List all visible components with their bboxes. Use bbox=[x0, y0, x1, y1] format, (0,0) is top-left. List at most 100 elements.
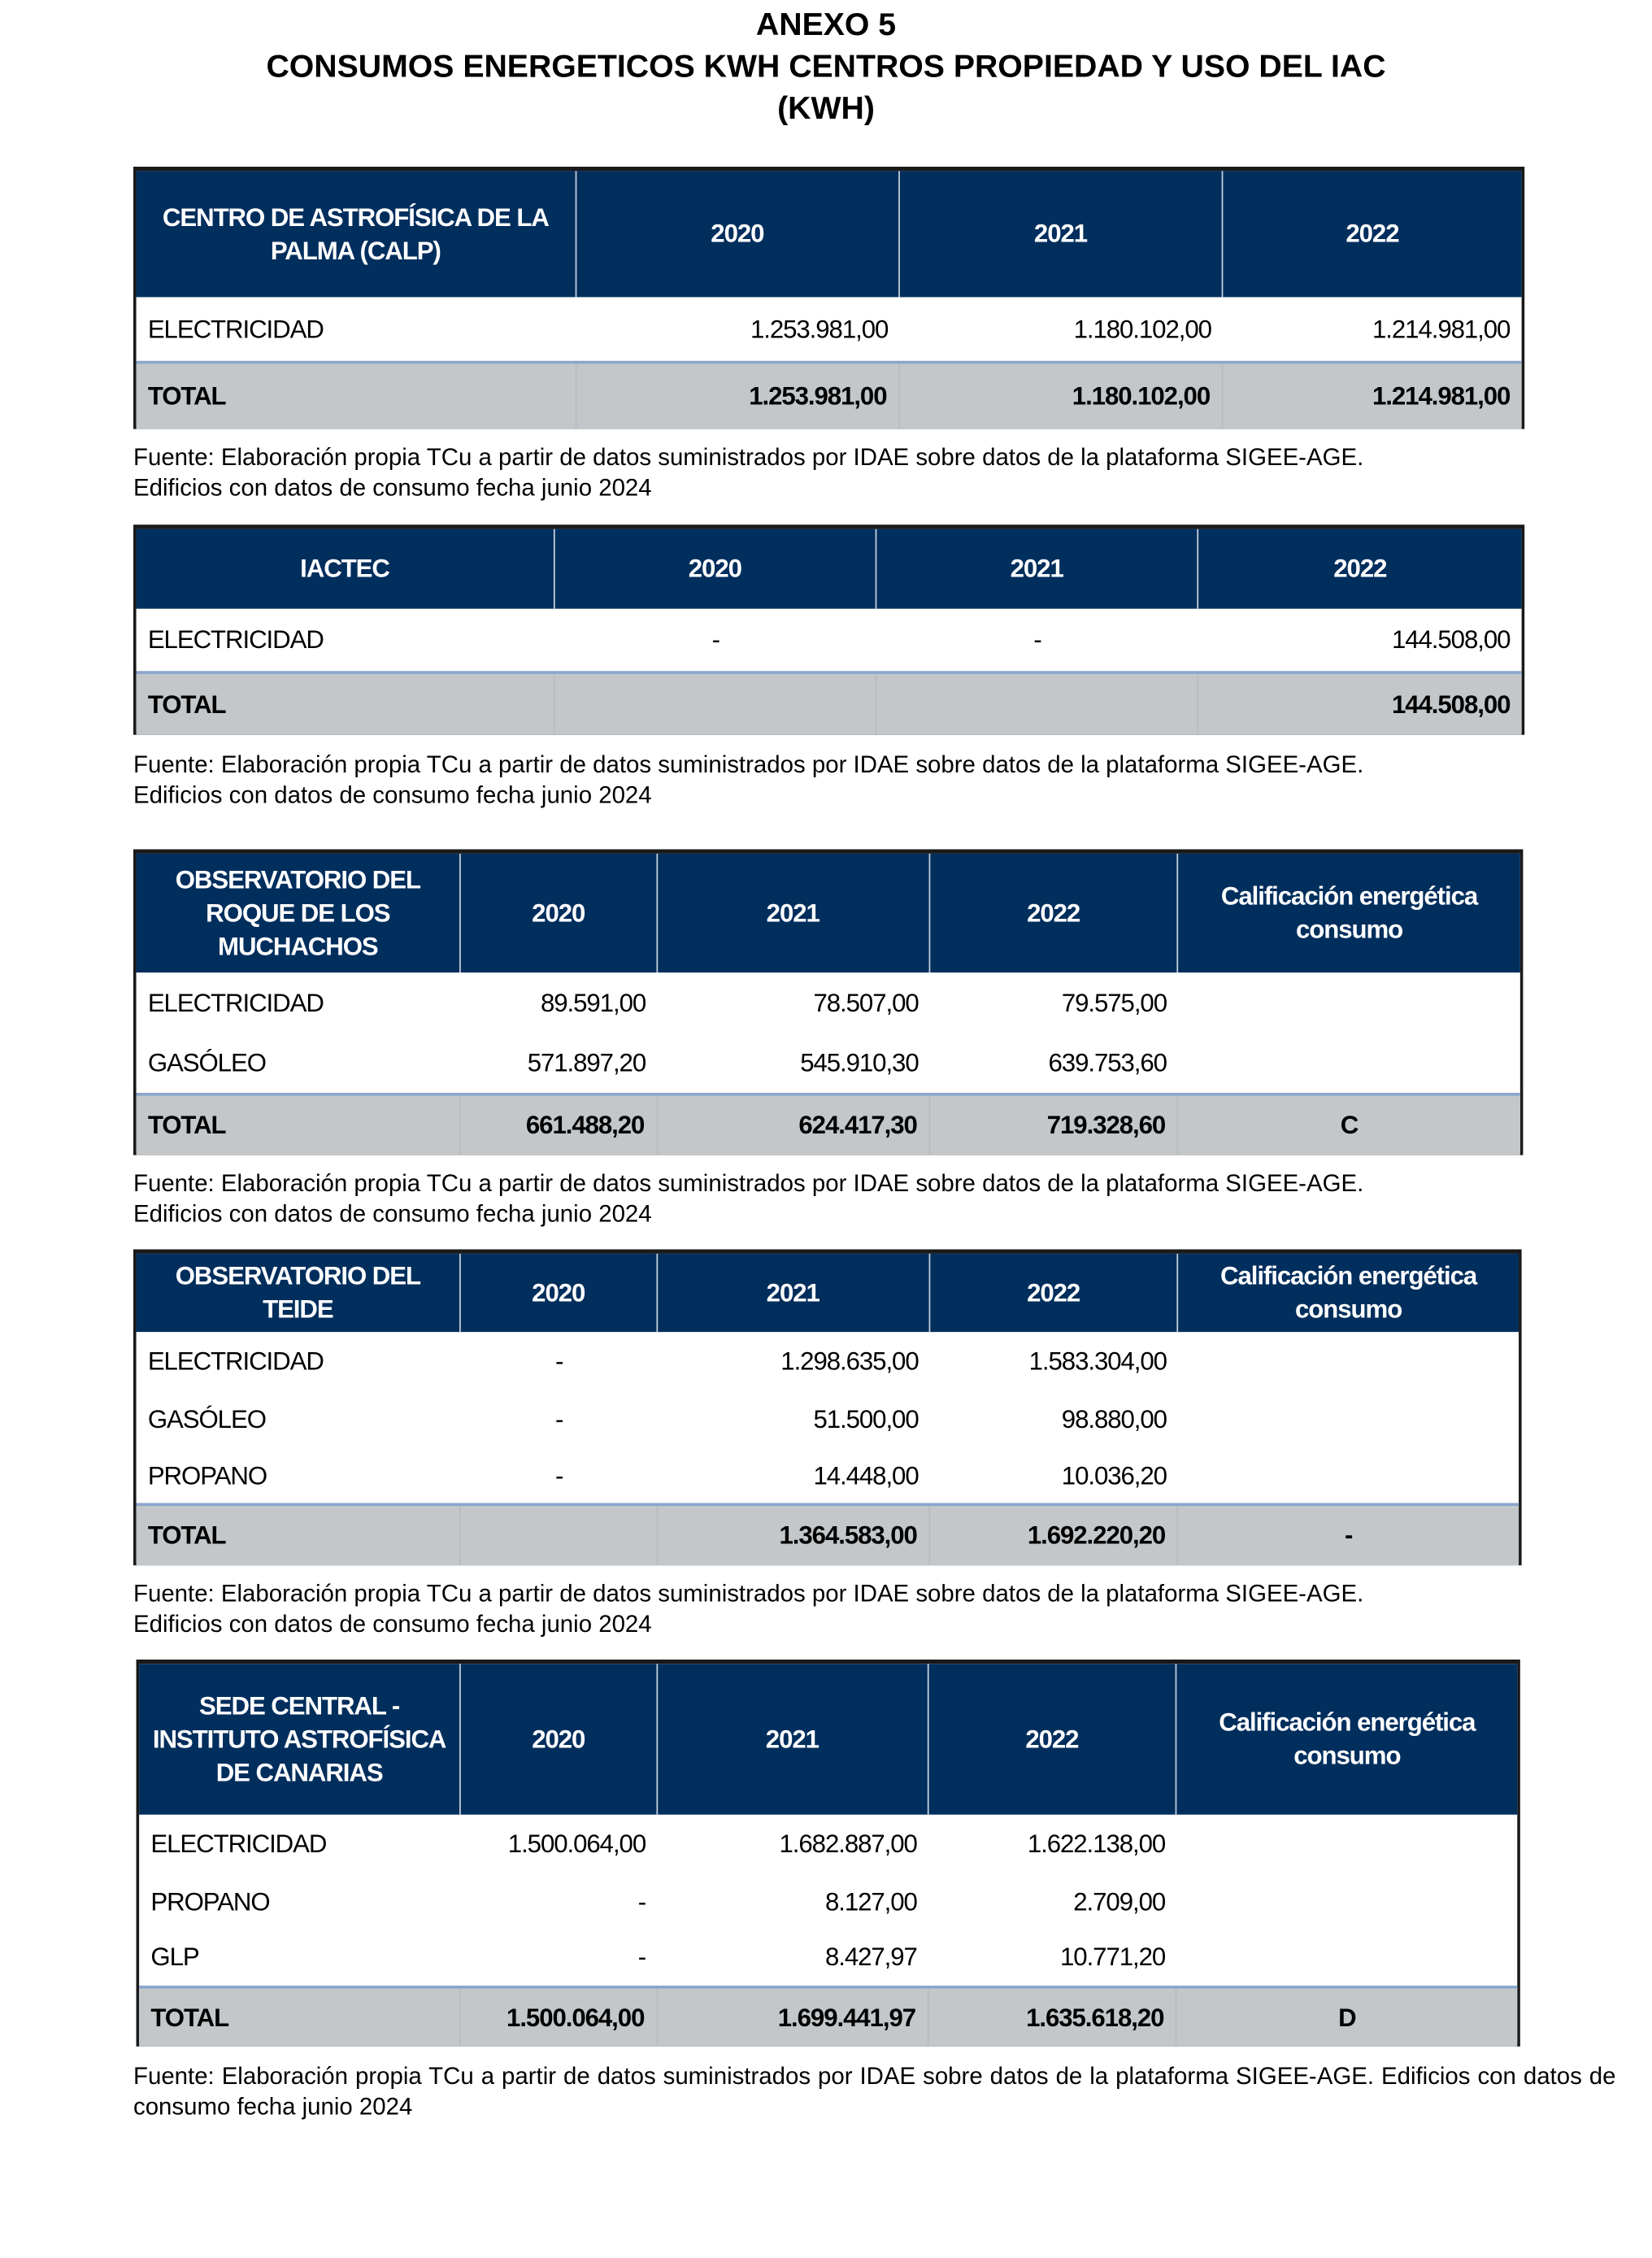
column-header: 2021 bbox=[657, 853, 930, 973]
source-note: Fuente: Elaboración propia TCu a partir … bbox=[133, 1580, 1363, 1641]
table-cell: - bbox=[1033, 624, 1041, 654]
column-header: 2022 bbox=[1223, 171, 1522, 298]
total-cell bbox=[554, 673, 877, 735]
column-header: Calificación energética consumo bbox=[1176, 1664, 1518, 1815]
total-cell: 1.214.981,00 bbox=[1372, 381, 1511, 411]
table-orm: OBSERVATORIO DEL ROQUE DE LOS MUCHACHOS 2… bbox=[133, 849, 1524, 1155]
column-header: Calificación energética consumo bbox=[1178, 1253, 1519, 1333]
source-line: Fuente: Elaboración propia TCu a partir … bbox=[133, 752, 1364, 779]
row-label: GLP bbox=[150, 1942, 199, 1972]
total-label: TOTAL bbox=[137, 1095, 461, 1155]
table-cell: 545.910,30 bbox=[800, 1047, 919, 1077]
table-header-row: IACTEC 2020 2021 2022 bbox=[136, 529, 1522, 609]
total-label: TOTAL bbox=[139, 1988, 461, 2047]
table-iactec: IACTEC 2020 2021 2022 ELECTRICIDAD - - 144.508,… bbox=[133, 524, 1525, 735]
source-line: Edificios con datos de consumo fecha jun… bbox=[133, 475, 652, 502]
column-header: 2020 bbox=[460, 1253, 658, 1333]
total-row: TOTAL 1.364.583,00 1.692.220,20 - bbox=[136, 1503, 1519, 1566]
column-header: 2021 bbox=[657, 1664, 929, 1815]
page-title: ANEXO 5 CONSUMOS ENERGETICOS KWH CENTROS… bbox=[0, 3, 1652, 129]
table-cell bbox=[1178, 1391, 1519, 1448]
table-row: GASÓLEO - 51.500,00 98.880,00 bbox=[137, 1391, 1519, 1448]
table-row: ELECTRICIDAD 89.591,00 78.507,00 79.575,00 bbox=[137, 972, 1520, 1033]
table-cell: - bbox=[637, 1886, 646, 1916]
source-line: Fuente: Elaboración propia TCu a partir … bbox=[133, 1581, 1364, 1608]
total-cell: 1.364.583,00 bbox=[657, 1506, 930, 1566]
column-header: 2020 bbox=[554, 529, 877, 609]
table-cell: 1.180.102,00 bbox=[1073, 313, 1212, 343]
table-cell bbox=[1178, 1332, 1519, 1391]
row-label: ELECTRICIDAD bbox=[147, 987, 324, 1017]
table-cell: 1.622.138,00 bbox=[1027, 1829, 1166, 1859]
title-unit: (KWH) bbox=[777, 89, 875, 127]
table-cell: 144.508,00 bbox=[1391, 624, 1511, 654]
total-row: TOTAL 1.253.981,00 1.180.102,00 1.214.981,0… bbox=[136, 360, 1522, 429]
total-cell bbox=[876, 673, 1199, 735]
total-cell: 661.488,20 bbox=[461, 1095, 658, 1155]
source-line: Edificios con datos de consumo fecha jun… bbox=[133, 782, 652, 809]
total-cell: 624.417,30 bbox=[657, 1095, 930, 1155]
table-cell bbox=[1176, 1874, 1517, 1930]
table-cell bbox=[1178, 1033, 1520, 1093]
table-row: ELECTRICIDAD - - 144.508,00 bbox=[137, 609, 1522, 672]
table-cell: 78.507,00 bbox=[813, 987, 919, 1017]
source-note: Fuente: Elaboración propia TCu a partir … bbox=[133, 2062, 1615, 2123]
table-cell: - bbox=[555, 1404, 563, 1434]
source-line: Fuente: Elaboración propia TCu a partir … bbox=[133, 1171, 1364, 1198]
source-line: Fuente: Elaboración propia TCu a partir … bbox=[133, 2064, 1616, 2121]
table-row: ELECTRICIDAD - 1.298.635,00 1.583.304,00 bbox=[137, 1332, 1519, 1391]
table-cell: 98.880,00 bbox=[1061, 1404, 1167, 1434]
total-cell: 1.635.618,20 bbox=[928, 1988, 1177, 2047]
table-cell: 51.500,00 bbox=[813, 1404, 919, 1434]
total-label: TOTAL bbox=[137, 363, 576, 429]
table-sede: SEDE CENTRAL - INSTITUTO ASTROFÍSICA DE … bbox=[136, 1659, 1520, 2047]
table-header-row: OBSERVATORIO DEL TEIDE 2020 2021 2022 Califi… bbox=[136, 1253, 1519, 1333]
table-header-row: OBSERVATORIO DEL ROQUE DE LOS MUCHACHOS 2… bbox=[136, 853, 1520, 973]
total-cell: D bbox=[1338, 2002, 1357, 2032]
table-row: PROPANO - 14.448,00 10.036,20 bbox=[137, 1448, 1519, 1503]
table-calp: CENTRO DE ASTROFÍSICA DE LA PALMA (CALP)… bbox=[133, 166, 1525, 429]
table-row: GASÓLEO 571.897,20 545.910,30 639.753,60 bbox=[137, 1033, 1520, 1093]
table-cell: 1.298.635,00 bbox=[780, 1346, 919, 1376]
table-cell: 639.753,60 bbox=[1048, 1047, 1168, 1077]
title-annex: ANEXO 5 bbox=[755, 6, 897, 42]
row-label: ELECTRICIDAD bbox=[147, 1346, 324, 1376]
table-cell: - bbox=[711, 624, 720, 654]
total-row: TOTAL 1.500.064,00 1.699.441,97 1.635.618,2… bbox=[139, 1986, 1518, 2047]
table-row: GLP - 8.427,97 10.771,20 bbox=[139, 1930, 1517, 1986]
total-cell: 1.253.981,00 bbox=[576, 363, 900, 429]
column-header: 2022 bbox=[928, 1664, 1177, 1815]
column-header: OBSERVATORIO DEL ROQUE DE LOS MUCHACHOS bbox=[136, 853, 461, 973]
table-cell bbox=[1176, 1815, 1517, 1874]
table-cell: 571.897,20 bbox=[527, 1047, 647, 1077]
total-cell: 1.180.102,00 bbox=[900, 363, 1224, 429]
table-cell: 79.575,00 bbox=[1061, 987, 1167, 1017]
row-label: PROPANO bbox=[147, 1460, 267, 1490]
column-header: 2022 bbox=[1198, 529, 1522, 609]
total-label: TOTAL bbox=[137, 673, 555, 735]
table-cell: 1.500.064,00 bbox=[507, 1829, 646, 1859]
total-cell: 1.692.220,20 bbox=[930, 1506, 1179, 1566]
source-line: Edificios con datos de consumo fecha jun… bbox=[133, 1612, 652, 1638]
column-header: 2021 bbox=[899, 171, 1224, 298]
row-label: ELECTRICIDAD bbox=[147, 313, 324, 343]
table-cell: - bbox=[555, 1346, 563, 1376]
table-header-row: CENTRO DE ASTROFÍSICA DE LA PALMA (CALP)… bbox=[136, 171, 1522, 298]
table-cell: 1.214.981,00 bbox=[1372, 313, 1511, 343]
row-label: PROPANO bbox=[150, 1886, 270, 1916]
table-cell bbox=[1178, 1448, 1519, 1503]
source-line: Edificios con datos de consumo fecha jun… bbox=[133, 1201, 652, 1228]
column-header: 2020 bbox=[460, 1664, 658, 1815]
total-cell: 1.699.441,97 bbox=[657, 1988, 929, 2047]
total-cell: 1.500.064,00 bbox=[461, 1988, 658, 2047]
total-row: TOTAL 661.488,20 624.417,30 719.328,60 C bbox=[136, 1093, 1520, 1155]
table-cell: 14.448,00 bbox=[813, 1460, 919, 1490]
table-row: ELECTRICIDAD 1.500.064,00 1.682.887,00 1.62… bbox=[139, 1815, 1517, 1874]
row-label: ELECTRICIDAD bbox=[150, 1829, 327, 1859]
column-header: 2020 bbox=[576, 171, 900, 298]
total-cell: 144.508,00 bbox=[1391, 689, 1511, 719]
row-label: GASÓLEO bbox=[147, 1404, 267, 1434]
source-note: Fuente: Elaboración propia TCu a partir … bbox=[133, 750, 1363, 811]
column-header: OBSERVATORIO DEL TEIDE bbox=[136, 1253, 461, 1333]
